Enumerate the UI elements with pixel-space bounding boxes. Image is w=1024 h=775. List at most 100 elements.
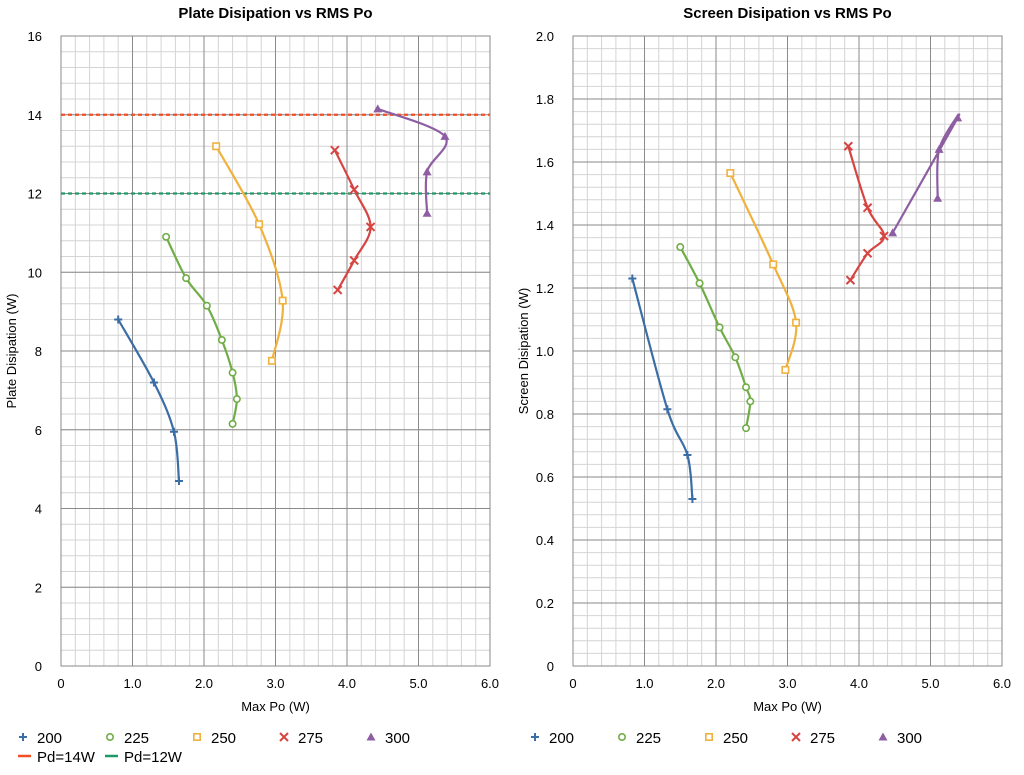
data-point <box>162 232 171 241</box>
legend-marker <box>531 733 539 741</box>
data-point <box>349 255 359 266</box>
legend-item <box>279 732 289 742</box>
legend-item <box>791 732 801 742</box>
data-point <box>731 353 740 362</box>
legend-item <box>106 732 115 741</box>
data-point <box>373 104 383 113</box>
series-300 <box>888 113 963 237</box>
y-tick-label: 0 <box>547 659 554 674</box>
series-line <box>165 236 238 425</box>
data-point <box>228 419 237 428</box>
x-tick-label: 0 <box>569 676 576 691</box>
series-250 <box>726 169 801 374</box>
data-point <box>683 450 692 459</box>
legend-label: 250 <box>723 730 748 747</box>
data-point <box>628 274 637 283</box>
y-tick-label: 0 <box>35 659 42 674</box>
data-point <box>933 193 943 202</box>
legend-label: Pd=12W <box>124 749 183 766</box>
data-point <box>953 113 963 122</box>
series-line <box>117 318 181 482</box>
legend-item <box>878 732 888 741</box>
data-point <box>769 260 778 269</box>
data-point <box>862 248 873 259</box>
series-line <box>631 278 694 500</box>
y-tick-label: 12 <box>28 187 42 202</box>
legend-label: 200 <box>37 730 62 747</box>
data-point <box>114 315 123 324</box>
legend-label: Pd=14W <box>37 749 96 766</box>
x-tick-label: 5.0 <box>921 676 939 691</box>
data-point <box>742 383 751 392</box>
x-axis-label: Max Po (W) <box>241 699 310 714</box>
data-point <box>746 397 755 406</box>
data-point <box>232 395 241 404</box>
y-tick-label: 2.0 <box>536 29 554 44</box>
data-point <box>792 318 801 327</box>
data-point <box>349 184 359 195</box>
legend-marker <box>106 732 115 741</box>
data-point <box>695 279 704 288</box>
x-axis-label: Max Po (W) <box>753 699 822 714</box>
y-tick-label: 1.8 <box>536 92 554 107</box>
data-point <box>169 427 178 436</box>
data-point <box>149 378 158 387</box>
y-axis-label: Plate Disipation (W) <box>4 294 19 409</box>
legend-item <box>193 732 202 741</box>
legend-label: 225 <box>636 730 661 747</box>
y-tick-label: 1.2 <box>536 281 554 296</box>
series-275 <box>330 145 376 295</box>
series-200 <box>114 315 183 485</box>
data-point <box>663 405 672 414</box>
legend-item <box>19 733 27 741</box>
series-200 <box>628 274 697 504</box>
chart-title: Plate Disipation vs RMS Po <box>178 5 372 22</box>
series-line <box>891 113 961 234</box>
series-line <box>729 172 798 371</box>
y-tick-label: 4 <box>35 502 42 517</box>
data-point <box>182 274 191 283</box>
y-tick-label: 1.4 <box>536 218 554 233</box>
y-axis-label: Screen Disipation (W) <box>516 288 531 414</box>
x-tick-label: 3.0 <box>778 676 796 691</box>
legend-marker <box>878 732 888 741</box>
series-275 <box>843 141 889 285</box>
y-tick-label: 0.2 <box>536 596 554 611</box>
legend-marker <box>617 732 626 741</box>
data-point <box>422 208 432 217</box>
data-point <box>330 145 340 155</box>
series-225 <box>676 243 755 433</box>
data-point <box>934 144 944 153</box>
data-point <box>845 275 856 285</box>
data-point <box>843 141 853 151</box>
y-tick-label: 1.0 <box>536 344 554 359</box>
y-tick-label: 0.4 <box>536 533 554 548</box>
data-point <box>228 368 237 377</box>
legend-label: 275 <box>810 730 835 747</box>
legend-item <box>531 733 539 741</box>
x-tick-label: 2.0 <box>707 676 725 691</box>
legend-label: 300 <box>385 730 410 747</box>
data-point <box>267 356 276 365</box>
x-tick-label: 5.0 <box>409 676 427 691</box>
y-tick-label: 10 <box>28 265 42 280</box>
x-tick-label: 1.0 <box>635 676 653 691</box>
data-point <box>217 335 226 344</box>
legend-label: 225 <box>124 730 149 747</box>
x-tick-label: 1.0 <box>123 676 141 691</box>
legend-marker <box>704 732 713 741</box>
x-tick-label: 6.0 <box>481 676 499 691</box>
legend-label: 250 <box>211 730 236 747</box>
data-point <box>715 323 724 332</box>
data-point <box>726 169 735 178</box>
y-tick-label: 1.6 <box>536 155 554 170</box>
chart-2-grid <box>572 35 1003 667</box>
data-point <box>440 131 450 140</box>
data-point <box>879 231 889 241</box>
x-tick-label: 4.0 <box>850 676 868 691</box>
series-line <box>215 145 284 362</box>
data-point <box>174 476 183 485</box>
data-point <box>422 167 432 176</box>
data-point <box>212 142 221 151</box>
